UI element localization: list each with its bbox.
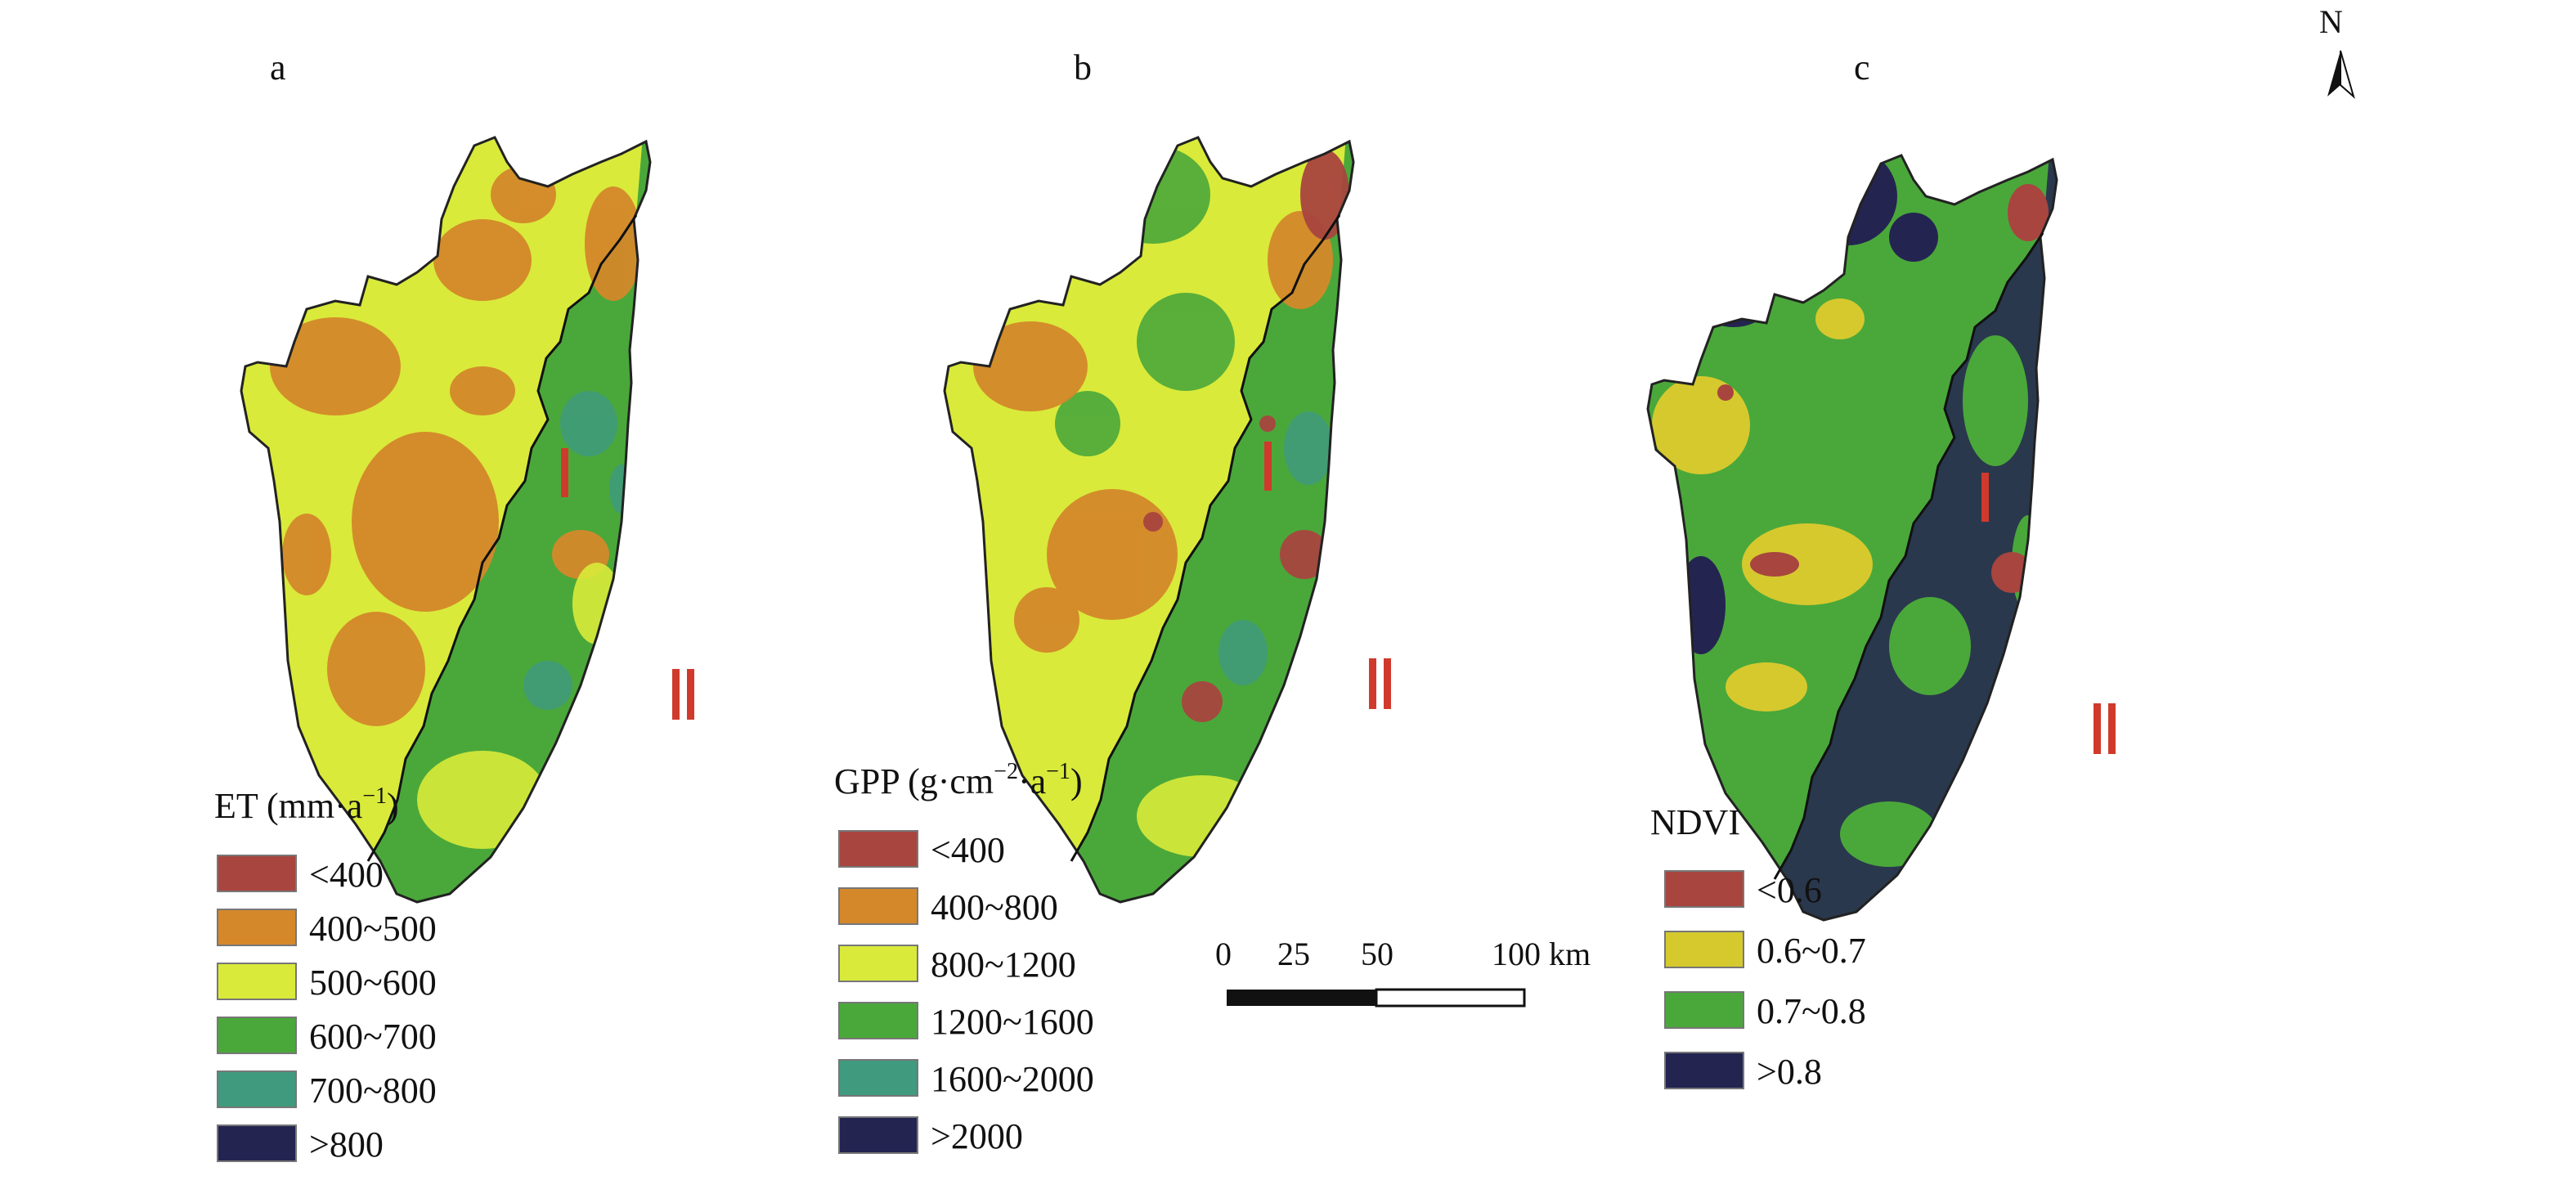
legend-et-title: ET (mm·a−1)	[214, 783, 399, 826]
legend-ndvi-title: NDVI	[1650, 802, 1740, 842]
scale-tick-25: 25	[1277, 936, 1310, 972]
legend-gpp-title: GPP (g·cm−2·a−1)	[834, 759, 1083, 801]
zone-2-marker-a-left	[672, 669, 680, 720]
legend-gpp-label: 800~1200	[931, 945, 1076, 985]
scale-bar-white	[1375, 988, 1526, 1008]
legend-ndvi-label: 0.7~0.8	[1757, 991, 1866, 1031]
panel-label-b: b	[1074, 47, 1092, 88]
zone-1-marker-c	[1981, 473, 1989, 522]
zone-2-marker-b-right	[1384, 658, 1391, 709]
legend-et-swatch	[217, 1017, 297, 1054]
legend-et: ET (mm·a−1) <400 400~500 500~600 600~700 700…	[214, 783, 437, 1165]
panel-label-a: a	[270, 47, 286, 88]
legend-et-label: 700~800	[309, 1071, 437, 1111]
legend-gpp-label: <400	[931, 830, 1005, 870]
scale-tick-0: 0	[1215, 936, 1232, 972]
scale-bar: 0 25 50 100 km	[1215, 936, 1591, 1008]
legend-ndvi-swatch	[1664, 1052, 1744, 1089]
zone-2-marker-c-right	[2108, 703, 2116, 754]
legend-ndvi-label: >0.8	[1757, 1052, 1822, 1092]
legend-ndvi-swatch	[1664, 870, 1744, 908]
north-arrow: N	[2319, 3, 2355, 99]
legend-et-label: >800	[309, 1124, 384, 1165]
legend-et-swatch	[217, 1124, 297, 1162]
legend-et-label: 600~700	[309, 1017, 437, 1057]
legend-ndvi: NDVI <0.6 0.6~0.7 0.7~0.8 >0.8	[1650, 802, 1866, 1092]
zone-2-marker-c-left	[2094, 703, 2101, 754]
legend-ndvi-label: 0.6~0.7	[1757, 931, 1866, 971]
scale-bar-black	[1227, 990, 1376, 1006]
north-label: N	[2319, 3, 2343, 40]
legend-gpp-label: 1600~2000	[931, 1059, 1094, 1099]
legend-gpp-swatch	[838, 887, 918, 925]
zone-1-marker-a	[561, 448, 568, 497]
zone-labels	[561, 442, 2116, 754]
legend-ndvi-label: <0.6	[1757, 870, 1822, 910]
legend-et-swatch	[217, 909, 297, 946]
panel-label-c: c	[1854, 47, 1870, 88]
zone-1-marker-b	[1264, 442, 1272, 491]
legend-ndvi-swatch	[1664, 931, 1744, 968]
legend-gpp-label: 400~800	[931, 887, 1058, 927]
legend-gpp-label: 1200~1600	[931, 1002, 1094, 1042]
legend-ndvi-swatch	[1664, 991, 1744, 1029]
legend-et-label: 500~600	[309, 963, 437, 1003]
legend-et-swatch	[217, 1071, 297, 1108]
scale-tick-100: 100 km	[1492, 936, 1591, 972]
legend-gpp-swatch	[838, 1059, 918, 1097]
map-panel-b	[943, 136, 1355, 904]
legend-gpp-label: >2000	[931, 1116, 1023, 1156]
legend-gpp-swatch	[838, 830, 918, 868]
zone-2-marker-a-right	[687, 669, 694, 720]
scale-tick-50: 50	[1361, 936, 1393, 972]
north-arrow-icon	[2327, 51, 2340, 97]
legend-gpp-swatch	[838, 945, 918, 982]
zone-2-marker-b-left	[1369, 658, 1376, 709]
legend-gpp-swatch	[838, 1002, 918, 1039]
legend-et-label: 400~500	[309, 909, 437, 949]
legend-et-label: <400	[309, 855, 384, 895]
legend-et-swatch	[217, 963, 297, 1000]
legend-gpp: GPP (g·cm−2·a−1) <400 400~800 800~1200 1200…	[834, 759, 1094, 1156]
legend-gpp-swatch	[838, 1116, 918, 1154]
legend-et-swatch	[217, 855, 297, 892]
